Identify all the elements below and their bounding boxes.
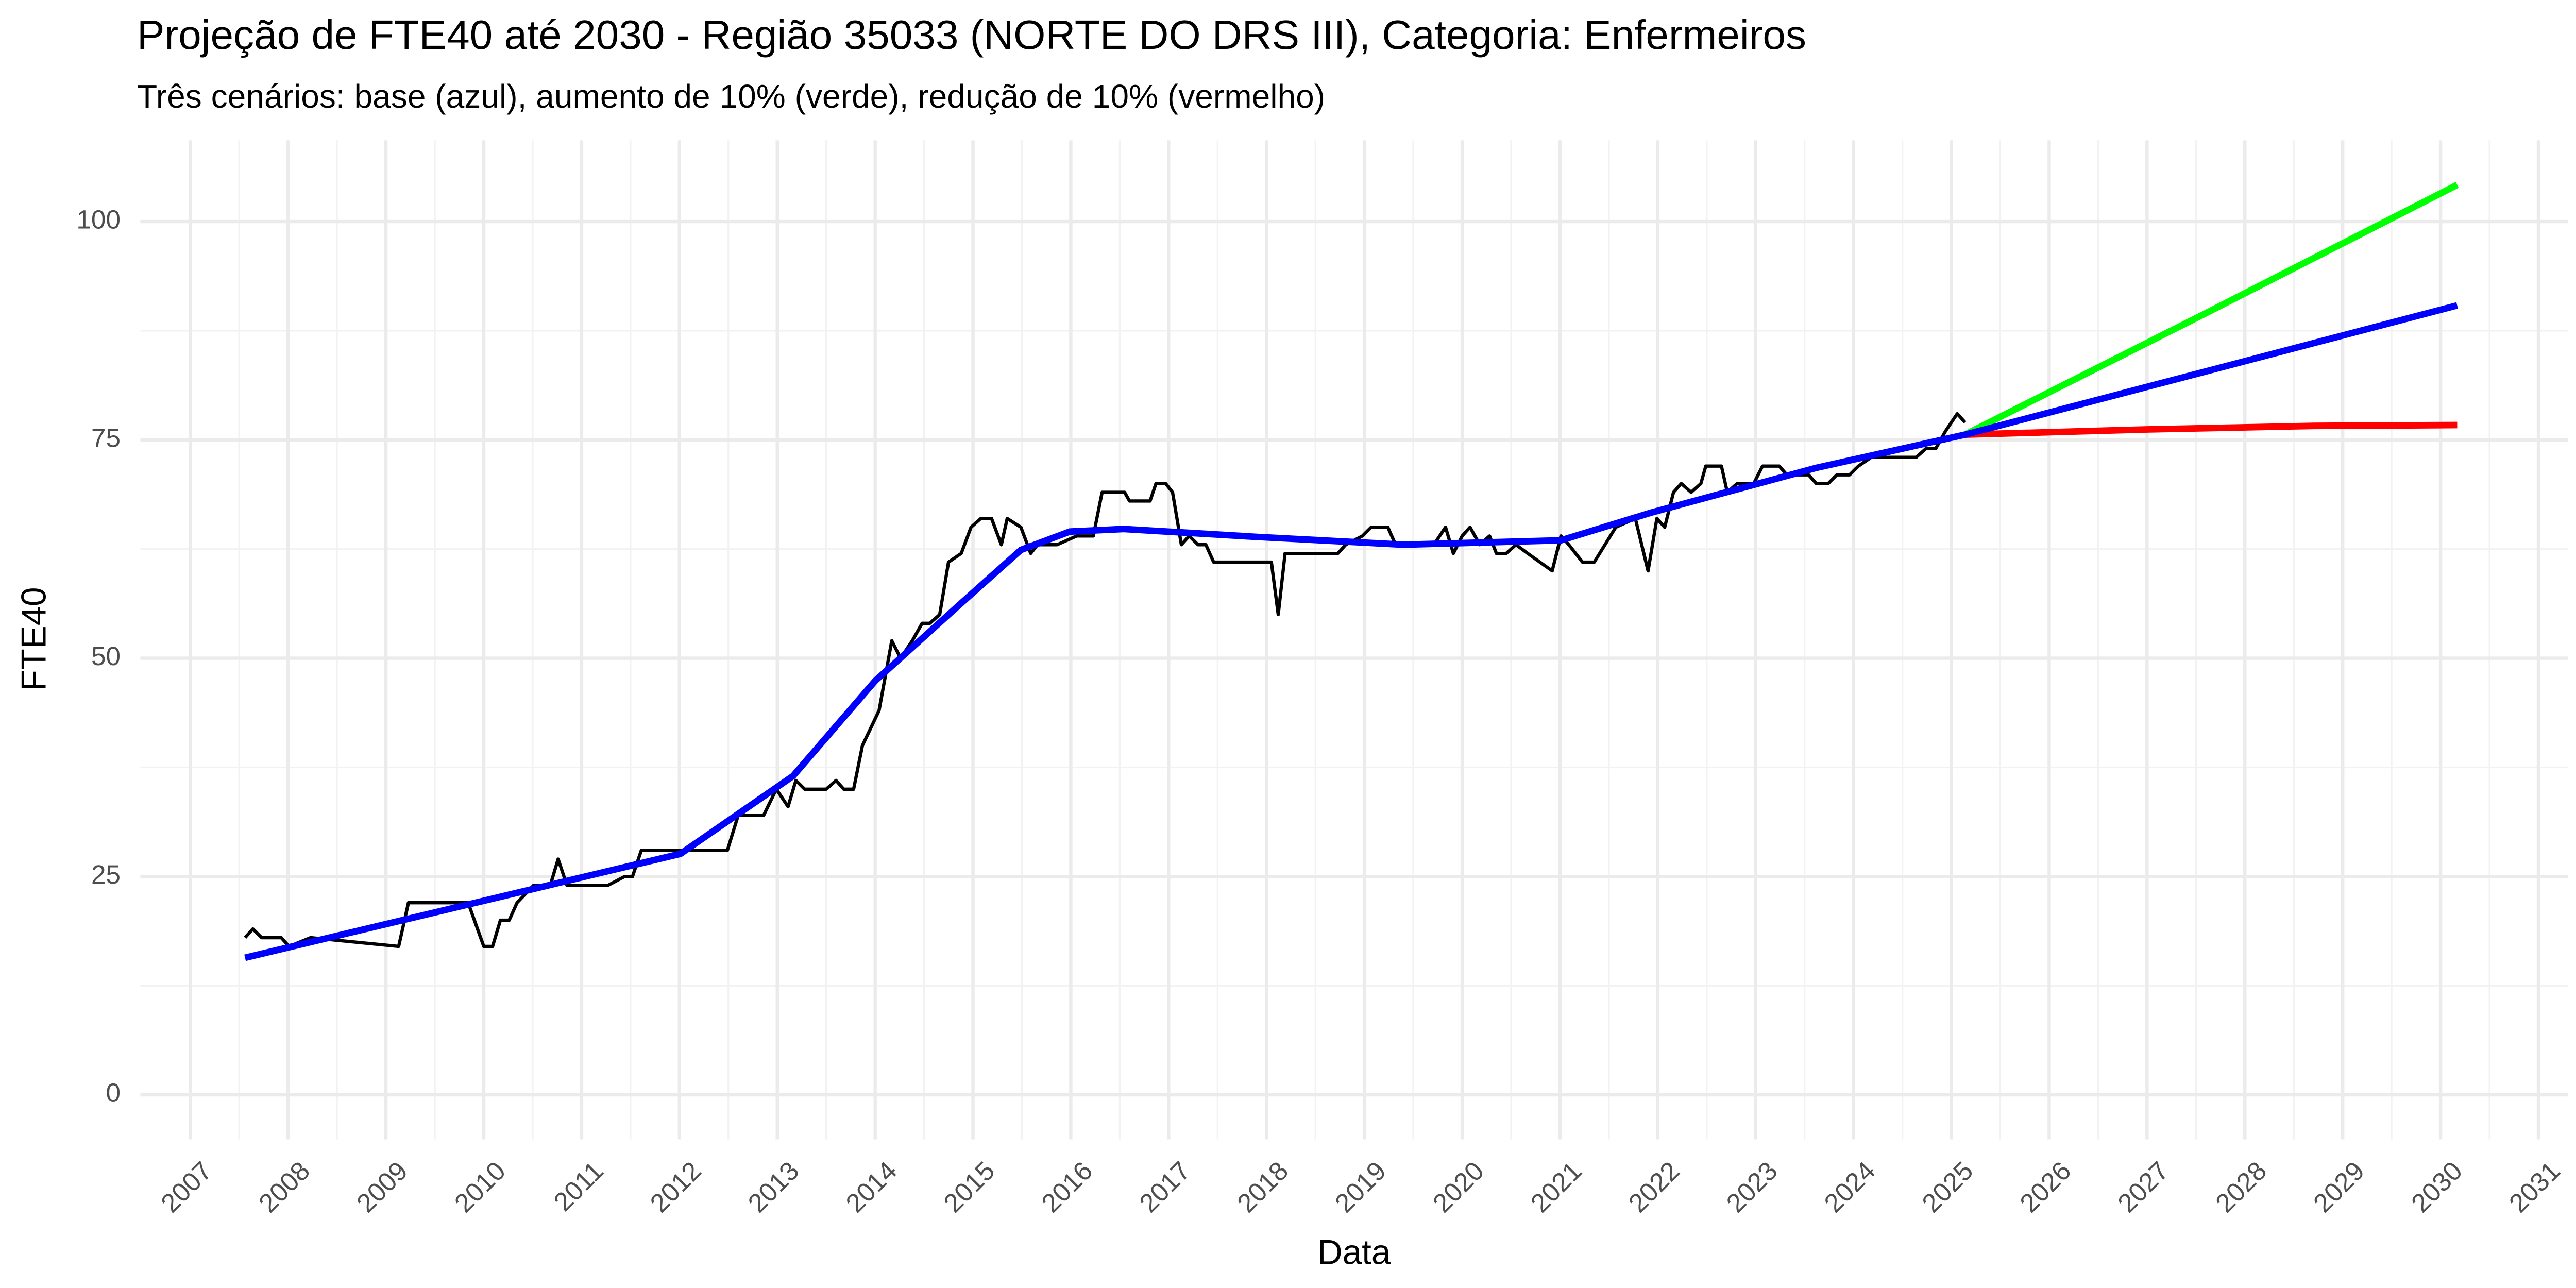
series-line [1964, 421, 2458, 438]
x-tick-label: 2015 [938, 1156, 1001, 1218]
y-tick-label: 25 [91, 860, 121, 889]
x-axis-title: Data [1317, 1233, 1391, 1272]
x-tick-label: 2008 [253, 1156, 315, 1218]
x-tick-label: 2020 [1427, 1156, 1489, 1218]
x-tick-label: 2013 [742, 1156, 805, 1218]
y-tick-label: 100 [76, 205, 121, 234]
x-tick-label: 2014 [840, 1156, 903, 1218]
series-line [244, 302, 2459, 961]
y-tick-label: 75 [91, 423, 121, 452]
x-tick-label: 2030 [2405, 1156, 2468, 1218]
series-line [244, 412, 1967, 948]
y-tick-label: 0 [106, 1078, 121, 1108]
x-tick-label: 2010 [449, 1156, 511, 1218]
y-axis-title: FTE40 [14, 587, 53, 691]
plot-area [244, 182, 2459, 961]
x-tick-label: 2025 [1917, 1156, 1979, 1218]
chart-subtitle: Três cenários: base (azul), aumento de 1… [137, 78, 1325, 115]
x-tick-label: 2027 [2112, 1156, 2174, 1218]
x-tick-label: 2019 [1329, 1156, 1392, 1218]
x-tick-label: 2009 [351, 1156, 413, 1218]
series-line [1963, 182, 2459, 438]
x-tick-label: 2011 [548, 1156, 609, 1216]
x-tick-label: 2017 [1133, 1156, 1196, 1218]
x-tick-label: 2024 [1819, 1156, 1881, 1218]
x-tick-label: 2007 [155, 1156, 217, 1218]
x-tick-label: 2021 [1525, 1156, 1587, 1218]
x-tick-label: 2029 [2308, 1156, 2370, 1218]
x-tick-label: 2018 [1231, 1156, 1294, 1218]
y-tick-label: 50 [91, 641, 121, 671]
grid: 0 25 50 75 100 2007 2008 2009 2010 2011 2012 2013 20… [76, 140, 2568, 1218]
x-tick-label: 2022 [1623, 1156, 1685, 1218]
x-tick-label: 2012 [645, 1156, 707, 1218]
chart-title: Projeção de FTE40 até 2030 - Região 3503… [137, 11, 1806, 58]
x-tick-label: 2031 [2503, 1156, 2566, 1218]
x-tick-label: 2023 [1721, 1156, 1783, 1218]
x-tick-label: 2026 [2014, 1156, 2077, 1218]
x-tick-label: 2028 [2210, 1156, 2272, 1218]
x-tick-label: 2016 [1036, 1156, 1098, 1218]
